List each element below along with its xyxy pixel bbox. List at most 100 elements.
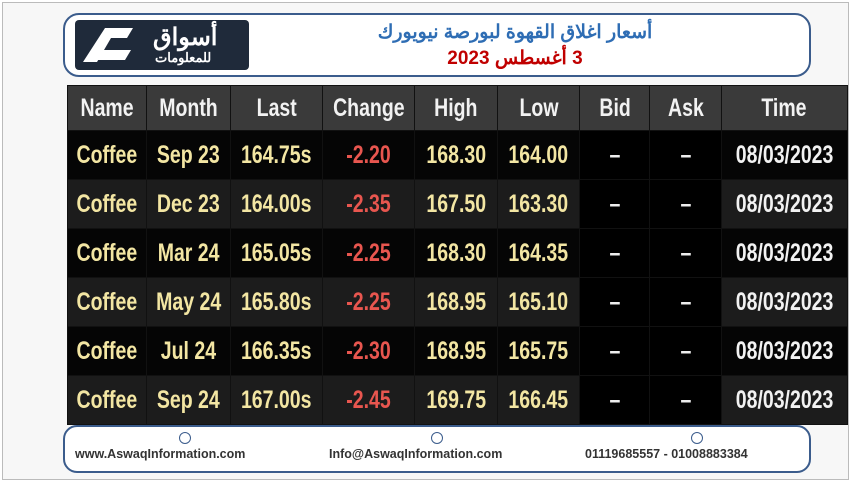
cell-text-cell: 168.30 — [414, 130, 498, 180]
cell-text-cell: – — [579, 277, 651, 327]
cell-text-cell: – — [579, 130, 651, 180]
cell-text: Coffee — [76, 287, 138, 316]
column-header: High — [434, 93, 478, 122]
cell-text-cell: – — [649, 277, 722, 327]
cell-text: 165.10 — [508, 287, 569, 316]
column-header-cell: Month — [145, 85, 232, 131]
cell-text-cell: – — [579, 326, 651, 376]
cell-text: 08/03/2023 — [735, 189, 834, 218]
cell-text-cell: 164.00 — [496, 130, 581, 180]
cell-text-cell: -2.45 — [321, 375, 416, 425]
logo-icon — [83, 28, 133, 62]
cell-text: 08/03/2023 — [735, 238, 834, 267]
website: www.AswaqInformation.com — [75, 447, 246, 461]
cell-text-cell: 08/03/2023 — [720, 228, 849, 278]
cell-text-cell: 167.00s — [230, 375, 323, 425]
column-header: Name — [80, 93, 134, 122]
footer: www.AswaqInformation.com Info@AswaqInfor… — [63, 425, 811, 473]
cell-text: 164.00 — [508, 140, 569, 169]
cell-text: 168.95 — [426, 287, 486, 316]
cell-text: 167.50 — [426, 189, 486, 218]
price-table: Name Month Last Change High Low Bid Ask Time Coff… — [67, 85, 849, 425]
cell-text-cell: Coffee — [67, 375, 147, 425]
cell-text-cell: 169.75 — [414, 375, 498, 425]
cell-text-cell: 167.50 — [414, 179, 498, 229]
cell-text-cell: 168.95 — [414, 277, 498, 327]
table-row: Coffee Sep 23 164.75s -2.20 168.30 164.00 – – 08… — [67, 130, 849, 180]
cell-text-cell: 163.30 — [496, 179, 581, 229]
cell-text-cell: – — [579, 375, 651, 425]
cell-text-cell: 08/03/2023 — [720, 277, 849, 327]
column-header-cell: Change — [321, 85, 416, 131]
cell-text: Jul 24 — [160, 336, 217, 365]
cell-text-cell: – — [649, 375, 722, 425]
cell-text: – — [609, 336, 621, 365]
cell-text: 165.05s — [241, 238, 312, 267]
cell-text-cell: Coffee — [67, 130, 147, 180]
table-row: Coffee Sep 24 167.00s -2.45 169.75 166.45 – – 08… — [67, 375, 849, 425]
cell-text-cell: 165.10 — [496, 277, 581, 327]
cell-text-cell: 08/03/2023 — [720, 375, 849, 425]
cell-text: Coffee — [76, 336, 138, 365]
cell-text-cell: May 24 — [145, 277, 232, 327]
cell-text-cell: 08/03/2023 — [720, 179, 849, 229]
cell-text: -2.45 — [346, 385, 391, 414]
cell-text: 165.75 — [508, 336, 569, 365]
cell-text: -2.25 — [346, 287, 391, 316]
table-row: Coffee Mar 24 165.05s -2.25 168.30 164.35 – – 08… — [67, 228, 849, 278]
cell-text: 169.75 — [426, 385, 486, 414]
cell-text-cell: Mar 24 — [145, 228, 232, 278]
cell-text: 164.35 — [508, 238, 569, 267]
cell-text: – — [680, 189, 691, 218]
cell-text: – — [680, 385, 691, 414]
cell-text: 165.80s — [241, 287, 312, 316]
table-row: Coffee Jul 24 166.35s -2.30 168.95 165.75 – – 08… — [67, 326, 849, 376]
cell-text: 164.75s — [241, 140, 312, 169]
cell-text-cell: – — [649, 179, 722, 229]
cell-text-cell: 165.80s — [230, 277, 323, 327]
cell-text: Mar 24 — [157, 238, 220, 267]
cell-text: – — [680, 287, 691, 316]
column-header: Last — [256, 93, 297, 122]
cell-text: Sep 24 — [157, 385, 220, 414]
cell-text-cell: Coffee — [67, 277, 147, 327]
cell-text-cell: Coffee — [67, 326, 147, 376]
column-header-cell: Ask — [649, 85, 722, 131]
cell-text-cell: 165.75 — [496, 326, 581, 376]
cell-text: 166.35s — [241, 336, 312, 365]
cell-text: Sep 23 — [157, 140, 220, 169]
cell-text-cell: -2.35 — [321, 179, 416, 229]
mail-icon — [431, 432, 443, 444]
cell-text: 168.30 — [426, 140, 486, 169]
cell-text-cell: 08/03/2023 — [720, 326, 849, 376]
cell-text: -2.35 — [346, 189, 391, 218]
cell-text-cell: – — [649, 326, 722, 376]
cell-text: Coffee — [76, 238, 138, 267]
column-header-cell: Last — [230, 85, 323, 131]
cell-text-cell: -2.30 — [321, 326, 416, 376]
cell-text-cell: 166.45 — [496, 375, 581, 425]
column-header-cell: Low — [496, 85, 581, 131]
cell-text: 167.00s — [241, 385, 312, 414]
column-header: Month — [159, 93, 218, 122]
column-header: Bid — [599, 93, 631, 122]
logo-sub: للمعلومات — [155, 50, 212, 65]
cell-text: 08/03/2023 — [735, 140, 834, 169]
cell-text: 164.00s — [241, 189, 312, 218]
cell-text-cell: – — [649, 228, 722, 278]
cell-text: Coffee — [76, 385, 138, 414]
cell-text-cell: 168.95 — [414, 326, 498, 376]
cell-text: 08/03/2023 — [735, 336, 834, 365]
table-row: Coffee Dec 23 164.00s -2.35 167.50 163.30 – – 08… — [67, 179, 849, 229]
cell-text: Coffee — [76, 189, 138, 218]
cell-text: – — [609, 238, 621, 267]
phones: 01119685557 - 01008883384 — [585, 447, 748, 461]
cell-text: -2.20 — [346, 140, 391, 169]
cell-text: – — [680, 336, 691, 365]
cell-text-cell: -2.20 — [321, 130, 416, 180]
cell-text-cell: Sep 24 — [145, 375, 232, 425]
cell-text: Dec 23 — [157, 189, 220, 218]
cell-text-cell: – — [649, 130, 722, 180]
cell-text-cell: 165.05s — [230, 228, 323, 278]
